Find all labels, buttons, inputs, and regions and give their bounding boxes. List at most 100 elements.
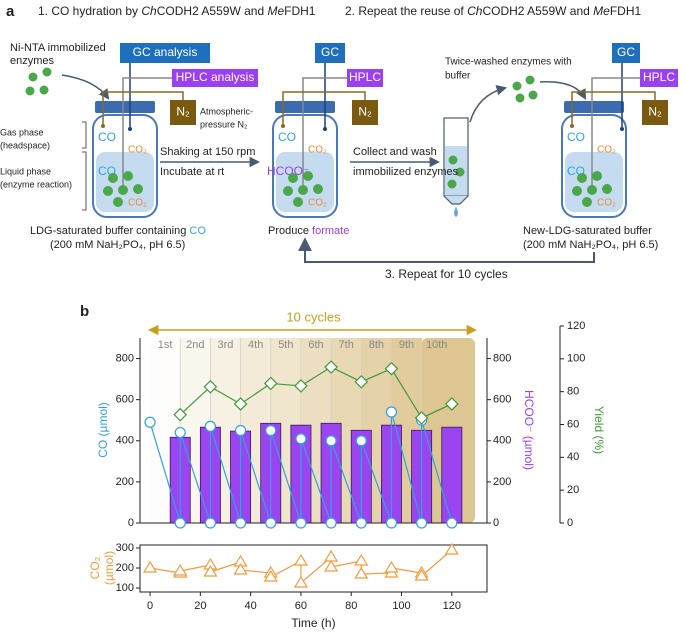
label: HPLC (349, 70, 381, 84)
label: CO₂ (128, 198, 147, 209)
caption: (200 mM NaH₂PO₄, pH 6.5) (50, 239, 185, 251)
arrow (61, 74, 110, 100)
label: N₂ (648, 105, 662, 119)
panel-label: b (80, 303, 89, 320)
triangle-marker (173, 563, 188, 576)
x-tick-label: 0 (147, 600, 153, 612)
label: Gas phase (0, 127, 44, 137)
bar (441, 426, 463, 524)
label: (enzyme reaction) (0, 179, 72, 189)
enzyme (582, 197, 592, 207)
circle-marker (174, 517, 186, 529)
triangle-marker (324, 549, 339, 562)
circle-marker (144, 416, 156, 428)
label: CO (98, 130, 116, 144)
diamond-marker (294, 379, 308, 393)
label: (headspace) (0, 140, 50, 150)
label: CO₂ (308, 198, 327, 209)
label-part: FDH1 (610, 4, 642, 18)
label: Ni-NTA immobilized (10, 42, 106, 54)
x-tick-label: 40 (245, 600, 257, 612)
arrow (469, 85, 508, 123)
circle-marker (355, 517, 367, 529)
triangle-marker (293, 553, 308, 566)
enzyme (108, 173, 118, 183)
label-part: New-LDG-saturated buffer (523, 225, 652, 237)
enzyme (103, 186, 113, 196)
enzyme (602, 184, 612, 194)
label: GC (321, 45, 339, 59)
label-part: CODH2 A559W and (157, 4, 268, 18)
enzyme (113, 197, 123, 207)
circle-marker (265, 424, 277, 437)
pipe (571, 91, 656, 125)
diamond-marker (324, 360, 338, 374)
enzyme (283, 186, 293, 196)
jar-liquid (565, 152, 623, 212)
enzyme (303, 171, 313, 181)
label: CO₂ (128, 145, 147, 156)
y2-tick-label: 0 (493, 517, 499, 529)
y-tick-label: 200 (116, 476, 134, 488)
enzyme (515, 93, 525, 103)
cycles-label: 10 cycles (286, 309, 341, 324)
caption: (200 mM NaH₂PO₄, pH 6.5) (523, 239, 658, 251)
diamond-marker (203, 379, 218, 394)
y2-tick-label: 800 (493, 352, 511, 364)
label-part: CODH2 A559W and (482, 4, 593, 18)
x-axis-title: Time (h) (291, 616, 335, 630)
enzyme (572, 186, 582, 196)
pipe (302, 77, 347, 192)
x-tick-label: 120 (443, 600, 461, 612)
pipe (591, 77, 640, 192)
diamond-marker (354, 374, 369, 389)
label: HCOO⁻ (267, 164, 309, 178)
cycle-label: 8th (369, 339, 384, 351)
hplc-box (347, 69, 383, 87)
label: Incubate at rt (160, 166, 224, 178)
label-part: Ch (467, 4, 483, 18)
enzyme (25, 86, 35, 96)
enzyme (293, 197, 303, 207)
circle-marker (416, 517, 428, 529)
label: enzymes (10, 55, 55, 67)
label: Liquid phase (0, 166, 51, 176)
triangle-marker (233, 562, 248, 575)
n2-box (352, 100, 378, 125)
enzyme (577, 173, 587, 183)
caption: LDG-saturated buffer containing CO (30, 225, 206, 237)
pipe-end (101, 124, 105, 128)
circle-marker (204, 420, 217, 432)
cycle-label: 1st (158, 339, 173, 351)
triangle-marker (324, 559, 339, 572)
circle-marker (325, 435, 337, 447)
n2-box (642, 100, 668, 125)
y3-tick-label: 0 (567, 517, 573, 529)
label: HPLC (643, 70, 675, 84)
enzyme (587, 185, 597, 195)
triangle-marker (263, 569, 278, 582)
triangle-marker (354, 553, 369, 566)
y3-tick-label: 40 (567, 451, 579, 463)
y2-axis-title: HCOO⁻ (µmol) (522, 390, 536, 470)
y2-tick-label: 200 (493, 476, 511, 488)
jar-liquid (96, 152, 154, 212)
caption: Produce formate (268, 225, 349, 237)
y-tick-label: 400 (116, 435, 134, 447)
enzyme (133, 184, 143, 194)
y-tick-label: 800 (116, 352, 134, 364)
pipe (102, 91, 184, 125)
arrow (539, 81, 587, 100)
label: Atmospheric- (200, 106, 253, 116)
circle-marker (295, 517, 307, 529)
pipe-end (323, 127, 327, 131)
caption: New-LDG-saturated buffer (523, 225, 652, 237)
label: CO (567, 130, 585, 144)
label: Collect and wash (353, 146, 437, 158)
label-part: Produce (268, 225, 312, 237)
label-part: 2. Repeat the reuse of (345, 4, 467, 18)
label: buffer (445, 71, 471, 82)
diamond-marker (173, 407, 188, 422)
y-axis-title: CO (µmol) (96, 402, 110, 458)
